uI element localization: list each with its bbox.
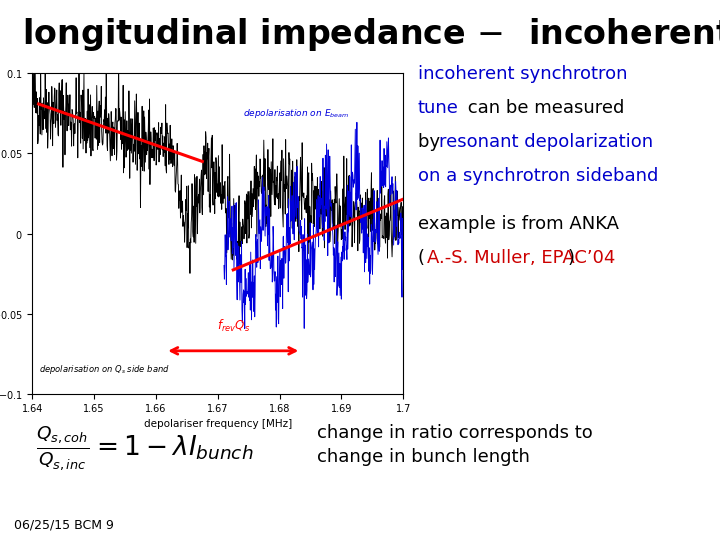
Text: longitudinal impedance $-$  incoherent $Q_s$ shift: longitudinal impedance $-$ incoherent $Q… xyxy=(22,16,720,53)
Text: change in ratio corresponds to
change in bunch length: change in ratio corresponds to change in… xyxy=(317,424,593,465)
Text: A.-S. Muller, EPAC’04: A.-S. Muller, EPAC’04 xyxy=(427,249,616,267)
Text: ): ) xyxy=(567,249,575,267)
Text: $f_{rev}Q_s$: $f_{rev}Q_s$ xyxy=(217,318,250,334)
Text: depolarisation on $E_{beam}$: depolarisation on $E_{beam}$ xyxy=(243,107,348,120)
Text: resonant depolarization: resonant depolarization xyxy=(439,133,653,151)
Text: can be measured: can be measured xyxy=(462,99,625,117)
Text: tune: tune xyxy=(418,99,459,117)
Text: depolarisation on $Q_s$ side band: depolarisation on $Q_s$ side band xyxy=(39,363,169,376)
Text: by: by xyxy=(418,133,446,151)
Text: example is from ANKA: example is from ANKA xyxy=(418,215,618,233)
X-axis label: depolariser frequency [MHz]: depolariser frequency [MHz] xyxy=(144,420,292,429)
Text: incoherent synchrotron: incoherent synchrotron xyxy=(418,65,627,83)
Text: on a synchrotron sideband: on a synchrotron sideband xyxy=(418,167,658,185)
Text: (: ( xyxy=(418,249,425,267)
Text: $\frac{Q_{s,coh}}{Q_{s,inc}} = 1 - \lambda I_{bunch}$: $\frac{Q_{s,coh}}{Q_{s,inc}} = 1 - \lamb… xyxy=(36,424,253,472)
Text: 06/25/15 BCM 9: 06/25/15 BCM 9 xyxy=(14,519,114,532)
